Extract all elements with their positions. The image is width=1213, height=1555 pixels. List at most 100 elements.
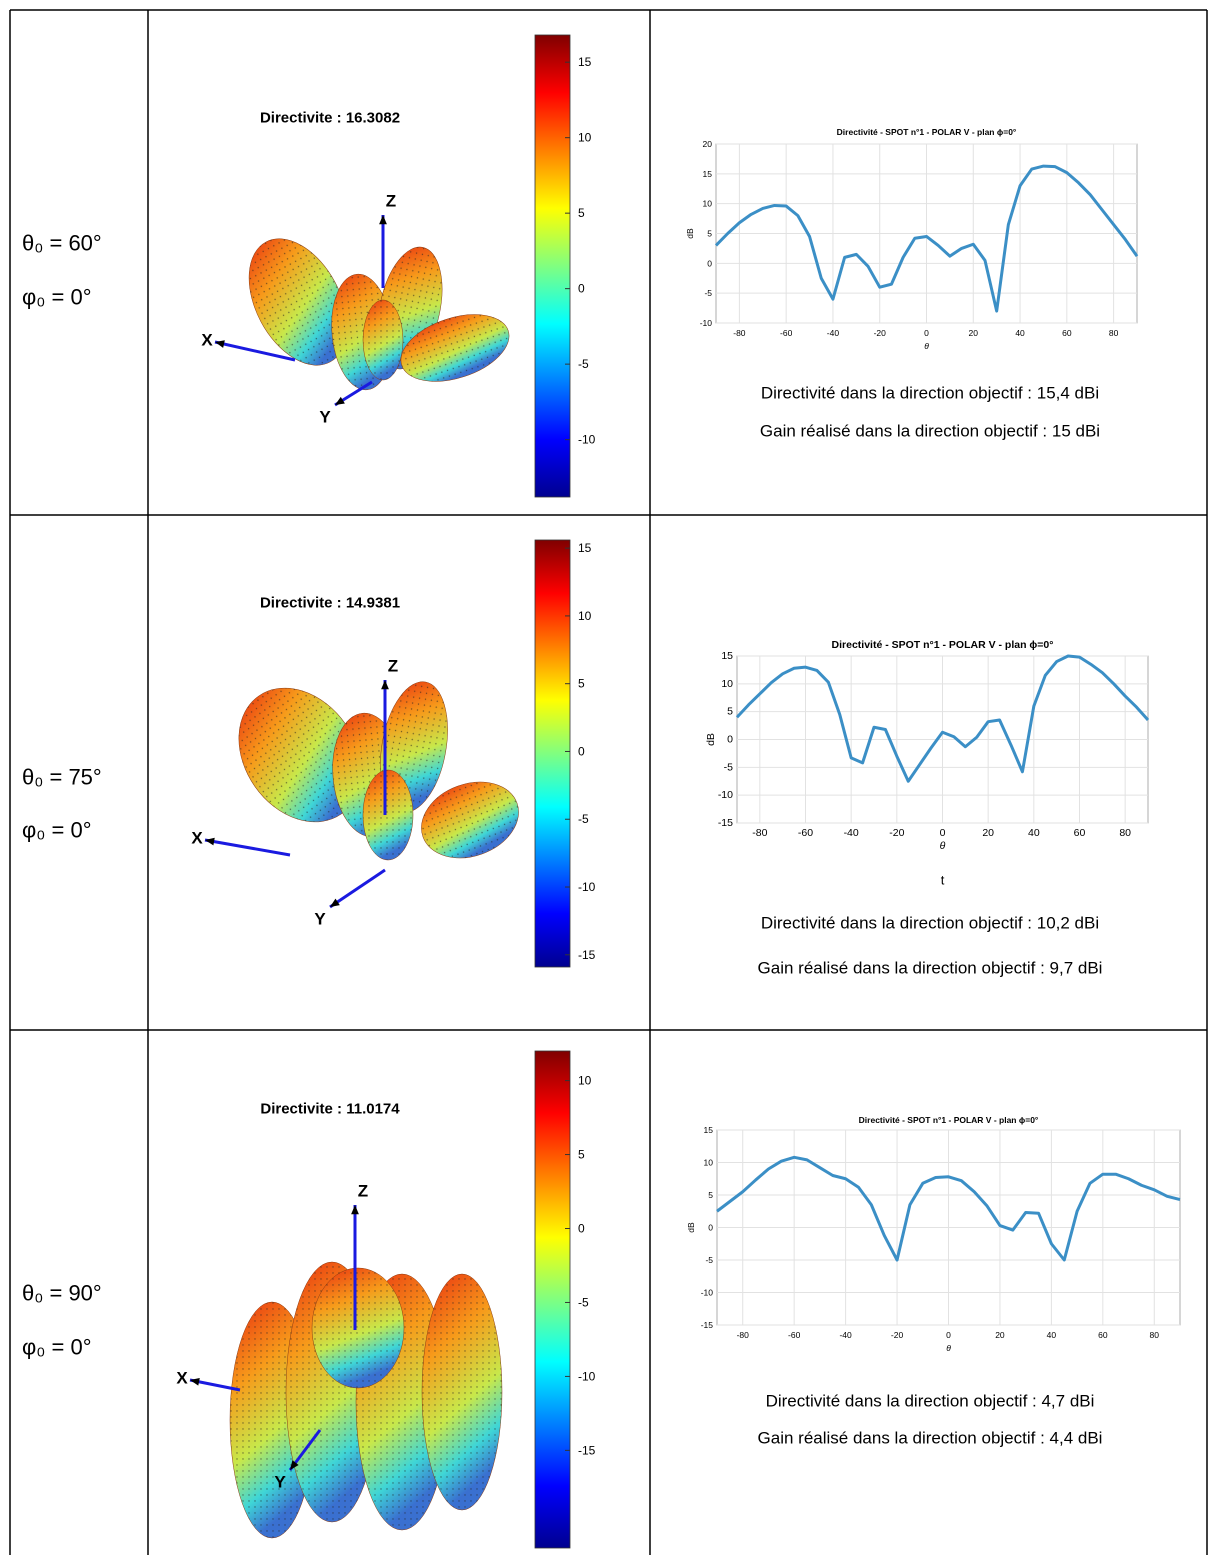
x-tick-label: -80 xyxy=(752,827,767,839)
phi-label: φ₀ = 0° xyxy=(22,818,92,843)
colorbar-tick-label: 10 xyxy=(578,131,592,145)
y-tick-label: -15 xyxy=(701,1320,714,1330)
stray-text: t xyxy=(941,873,945,888)
chart-title: Directivité - SPOT n°1 - POLAR V - plan … xyxy=(837,127,1017,137)
caption: Directivité dans la direction objectif :… xyxy=(761,384,1099,403)
colorbar-tick-label: 15 xyxy=(578,541,592,555)
colorbar xyxy=(534,1050,571,1549)
arrow-head xyxy=(351,1205,359,1215)
x-tick-label: 20 xyxy=(969,328,979,338)
x-tick-label: -60 xyxy=(788,1330,801,1340)
data-line xyxy=(714,164,1139,313)
arrow-head xyxy=(381,680,389,690)
arrow-head xyxy=(190,1377,200,1386)
pattern-mesh xyxy=(400,314,510,382)
y-tick-label: 20 xyxy=(703,139,713,149)
pattern-title: Directivite : 11.0174 xyxy=(260,1101,400,1118)
caption: Directivité dans la direction objectif :… xyxy=(766,1392,1095,1411)
pattern-title: Directivite : 14.9381 xyxy=(260,595,400,612)
y-tick-label: -10 xyxy=(700,318,713,328)
x-tick-label: 80 xyxy=(1119,827,1131,839)
y-tick-label: -10 xyxy=(718,789,733,801)
arrow-head xyxy=(290,1460,299,1470)
phi-label: φ₀ = 0° xyxy=(22,1335,92,1360)
x-tick-label: -80 xyxy=(737,1330,750,1340)
x-tick-label: -80 xyxy=(733,328,746,338)
pattern-mesh xyxy=(422,1274,502,1510)
pattern-mesh xyxy=(363,770,413,860)
colorbar-tick-label: -5 xyxy=(578,1295,589,1309)
y-tick-label: -10 xyxy=(701,1288,714,1298)
colorbar-tick-label: 10 xyxy=(578,609,592,623)
colorbar-tick-label: 5 xyxy=(578,1148,585,1162)
colorbar-tick-label: 0 xyxy=(578,744,585,758)
chart-title: Directivité - SPOT n°1 - POLAR V - plan … xyxy=(859,1115,1039,1125)
x-axis-label: θ xyxy=(946,1343,951,1353)
axis-label-z: Z xyxy=(386,192,396,211)
colorbar-tick-label: -10 xyxy=(578,433,596,447)
y-tick-label: 10 xyxy=(703,199,713,209)
x-tick-label: -40 xyxy=(839,1330,852,1340)
colorbar-tick-label: -5 xyxy=(578,357,589,371)
x-tick-label: 60 xyxy=(1062,328,1072,338)
y-tick-label: 10 xyxy=(721,678,733,690)
chart-title: Directivité - SPOT n°1 - POLAR V - plan … xyxy=(832,639,1054,651)
axis-arrow xyxy=(204,838,291,857)
axis-arrow xyxy=(214,340,296,362)
axis-label-y: Y xyxy=(314,910,326,929)
x-tick-label: -20 xyxy=(874,328,887,338)
x-tick-label: 40 xyxy=(1028,827,1040,839)
theta-label: θ₀ = 75° xyxy=(22,765,102,790)
axis-label-x: X xyxy=(201,331,213,350)
colorbar-tick-label: -10 xyxy=(578,1369,596,1383)
theta-label: θ₀ = 90° xyxy=(22,1281,102,1306)
x-tick-label: 80 xyxy=(1109,328,1119,338)
y-axis-label: dB xyxy=(685,228,695,239)
arrow-head xyxy=(215,340,225,348)
pattern-mesh xyxy=(363,300,403,380)
axis-label-z: Z xyxy=(358,1182,368,1201)
pattern-mesh xyxy=(249,238,347,366)
x-axis-label: θ xyxy=(940,840,946,852)
x-tick-label: 20 xyxy=(982,827,994,839)
colorbar-tick-label: 10 xyxy=(578,1074,592,1088)
x-tick-label: -60 xyxy=(798,827,813,839)
arrow-head xyxy=(330,898,340,907)
axis-label-x: X xyxy=(176,1369,188,1388)
colorbar-tick-label: -10 xyxy=(578,880,596,894)
y-tick-label: 0 xyxy=(727,734,733,746)
table-row: θ₀ = 75° φ₀ = 0° X Y Z Directivite : 14.9381 -… xyxy=(22,539,1150,978)
x-tick-label: -60 xyxy=(780,328,793,338)
x-tick-label: 0 xyxy=(940,827,946,839)
axis-label-y: Y xyxy=(319,408,331,427)
caption: Gain réalisé dans la direction objectif … xyxy=(758,1429,1103,1448)
x-tick-label: -20 xyxy=(891,1330,904,1340)
y-tick-label: 15 xyxy=(704,1125,714,1135)
pattern-title: Directivite : 16.3082 xyxy=(260,110,400,127)
x-tick-label: -20 xyxy=(889,827,904,839)
theta-label: θ₀ = 60° xyxy=(22,231,102,256)
colorbar-tick-label: 0 xyxy=(578,282,585,296)
x-tick-label: 80 xyxy=(1150,1330,1160,1340)
colorbar xyxy=(534,539,571,968)
y-tick-label: 5 xyxy=(708,1190,713,1200)
arrow-head xyxy=(379,215,387,225)
data-line xyxy=(716,1155,1181,1262)
caption: Directivité dans la direction objectif :… xyxy=(761,914,1099,933)
x-tick-label: 40 xyxy=(1047,1330,1057,1340)
pattern-mesh xyxy=(312,1268,404,1388)
radiation-pattern: X Y Z xyxy=(201,192,510,427)
caption: Gain réalisé dans la direction objectif … xyxy=(758,959,1103,978)
caption: Gain réalisé dans la direction objectif … xyxy=(760,422,1100,441)
colorbar-tick-label: -15 xyxy=(578,1443,596,1457)
table-row: θ₀ = 90° φ₀ = 0° X Y Z Directivite : 11.0174 -… xyxy=(22,1050,1181,1549)
x-tick-label: -40 xyxy=(844,827,859,839)
y-axis-label: dB xyxy=(705,733,717,746)
colorbar-tick-label: 15 xyxy=(578,55,592,69)
y-tick-label: 15 xyxy=(703,169,713,179)
colorbar-tick-label: -15 xyxy=(578,948,596,962)
radiation-pattern: X Y Z xyxy=(191,657,519,929)
axis-arrow xyxy=(329,868,386,909)
